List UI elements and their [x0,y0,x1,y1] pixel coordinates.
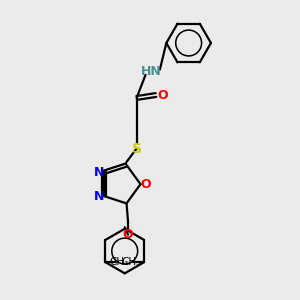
Text: O: O [157,88,168,101]
Text: HN: HN [141,65,162,78]
Text: O: O [140,178,151,191]
Text: N: N [93,166,104,179]
Text: S: S [132,142,142,155]
Text: O: O [123,228,133,241]
Text: CH₃: CH₃ [121,257,140,267]
Text: N: N [93,190,104,202]
Text: CH₃: CH₃ [109,257,129,267]
